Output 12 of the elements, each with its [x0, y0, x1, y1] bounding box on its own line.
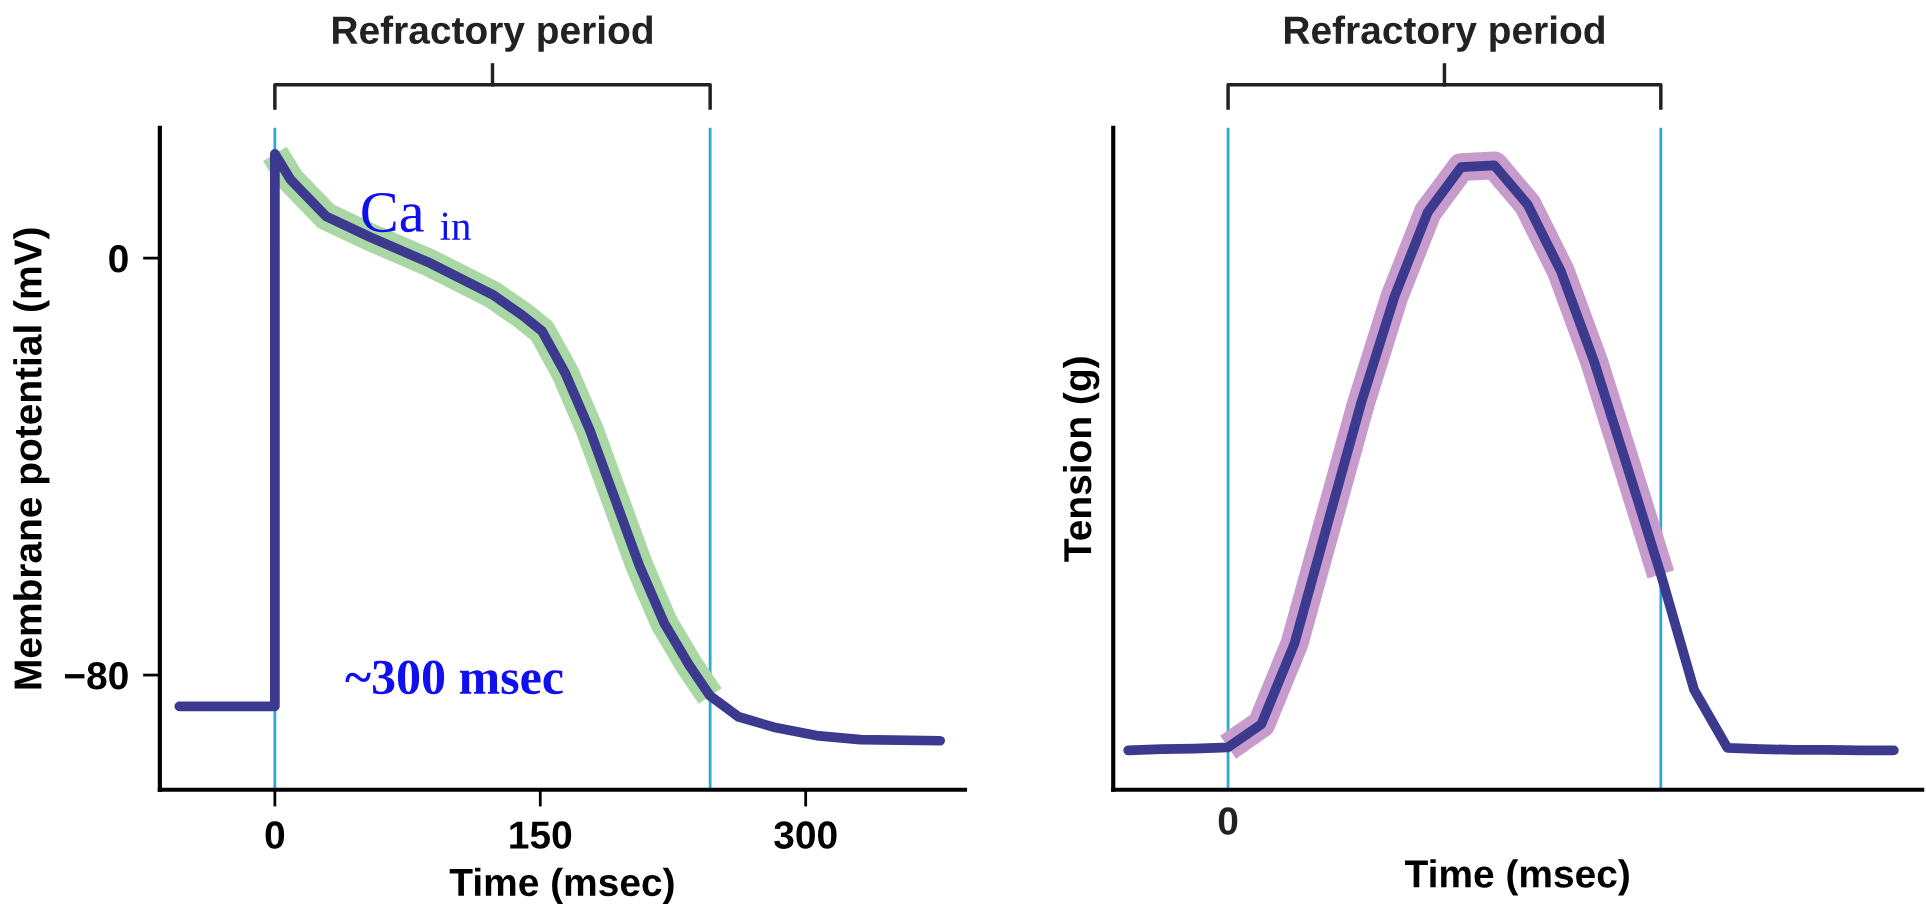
x-tick-label: 0 [265, 821, 285, 849]
x-tick-label: 300 [774, 821, 837, 849]
y-axis-title: Tension (g) [1062, 357, 1100, 562]
annotation: ~300 msec [345, 660, 563, 695]
x-tick-label: 150 [510, 821, 572, 849]
x-axis-title: Time (msec) [449, 867, 674, 904]
annotation: Ca $_{in}$ [362, 192, 471, 240]
y-tick-label: −80 [64, 662, 128, 690]
y-axis-title: Membrane potential (mV) [13, 228, 50, 689]
text: Refractory period [1284, 15, 1604, 52]
x-axis-title: Time (msec) [1405, 859, 1629, 896]
text: Refractory period [333, 15, 653, 52]
